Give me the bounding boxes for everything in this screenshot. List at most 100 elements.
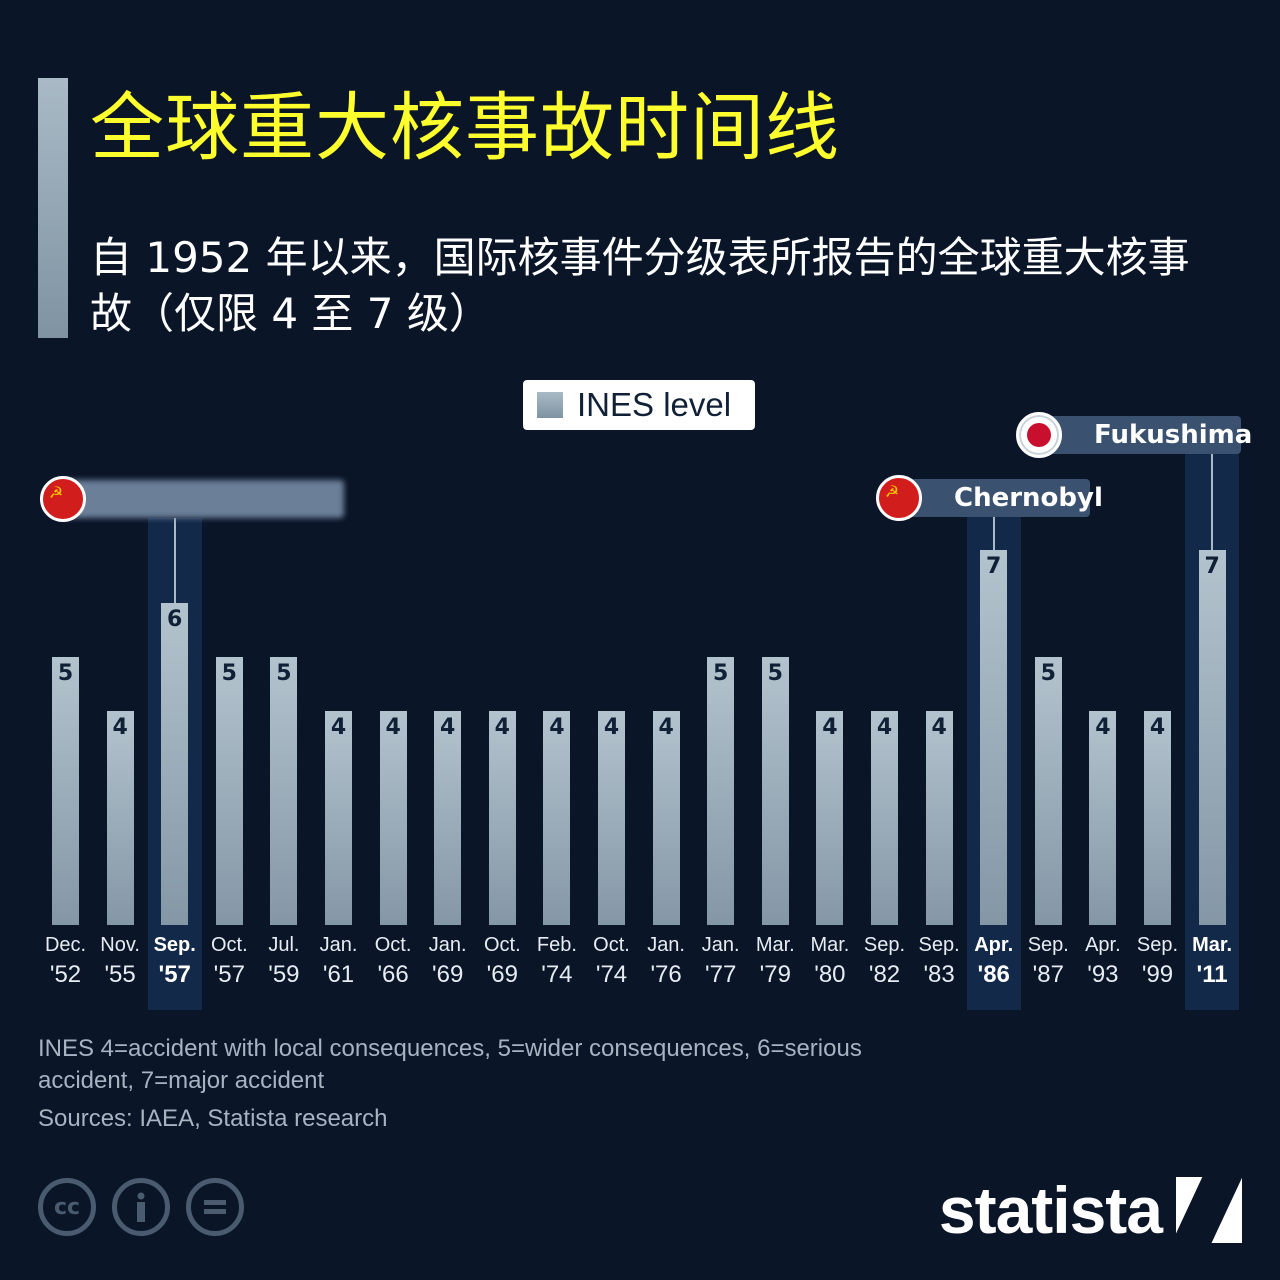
bar-value-label: 4 xyxy=(330,714,347,740)
bar-value-label: 4 xyxy=(658,714,674,740)
x-axis-label: Jul. '59 xyxy=(254,930,314,990)
x-label-month: Apr. xyxy=(1085,934,1121,956)
x-axis-label: Jan. '61 xyxy=(309,930,369,990)
bar[interactable] xyxy=(598,710,625,925)
bar[interactable] xyxy=(434,710,462,925)
x-label-year: '87 xyxy=(1032,961,1064,988)
ussr-flag-icon: ☭ xyxy=(876,475,922,521)
bar-value-label: 4 xyxy=(440,714,456,740)
bar-value-label: 5 xyxy=(276,661,292,686)
x-axis-label: Mar. '11 xyxy=(1182,930,1242,990)
bar[interactable] xyxy=(1089,710,1117,925)
x-axis-label: Mar. '79 xyxy=(745,930,805,990)
callout-connector xyxy=(1211,454,1214,550)
bar-chart: 5 Dec. '52 4 Nov. '55 6 Sep. '57 ☭ 5 Oct. '57 5 Jul. '5… xyxy=(40,412,1252,1010)
x-label-month: Mar. xyxy=(755,934,795,956)
x-label-year: '99 xyxy=(1141,961,1174,988)
x-axis-label: Feb. '74 xyxy=(527,930,587,990)
no-derivatives-icon[interactable] xyxy=(186,1178,244,1236)
x-axis-label: Jan. '76 xyxy=(636,930,696,990)
bar[interactable] xyxy=(161,603,189,925)
x-label-year: '82 xyxy=(868,961,901,988)
x-label-month: Sep. xyxy=(918,934,960,956)
x-label-year: '52 xyxy=(49,961,82,988)
brand-mark-icon xyxy=(1176,1177,1242,1243)
x-axis-label: Sep. '83 xyxy=(909,930,969,990)
x-label-year: '93 xyxy=(1087,961,1119,988)
x-label-year: '83 xyxy=(923,961,955,988)
x-axis-label: Oct. '57 xyxy=(199,930,259,990)
bar[interactable] xyxy=(761,657,789,925)
bar-value-label: 4 xyxy=(603,714,620,740)
x-label-year: '74 xyxy=(541,961,573,988)
x-label-month: Mar. xyxy=(810,934,850,956)
x-axis-label: Sep. '99 xyxy=(1128,930,1188,990)
x-axis-label: Nov. '55 xyxy=(90,930,150,990)
x-axis-label: Sep. '82 xyxy=(855,930,915,990)
page-subtitle: 自 1952 年以来，国际核事件分级表所报告的全球重大核事故（仅限 4 至 7 … xyxy=(90,233,1190,338)
japan-flag-icon xyxy=(1016,412,1062,458)
bar[interactable] xyxy=(106,710,134,925)
x-label-year: '80 xyxy=(814,961,846,988)
bar[interactable] xyxy=(215,657,243,925)
footnote: INES 4=accident with local consequences,… xyxy=(38,1035,862,1094)
bar[interactable] xyxy=(980,549,1008,925)
x-label-month: Oct. xyxy=(593,934,630,956)
x-label-month: Sep. xyxy=(1027,934,1069,956)
x-label-year: '11 xyxy=(1196,961,1228,988)
bar[interactable] xyxy=(543,710,571,925)
callout-label: Fukushima xyxy=(1094,420,1253,450)
bar[interactable] xyxy=(1144,710,1171,925)
x-label-month: Jan. xyxy=(701,934,740,956)
x-label-month: Oct. xyxy=(210,934,248,956)
x-label-year: '79 xyxy=(759,961,791,988)
x-label-year: '57 xyxy=(158,961,191,988)
bar-value-label: 4 xyxy=(822,714,838,740)
bar-value-label: 5 xyxy=(767,661,783,686)
bar[interactable] xyxy=(871,710,898,925)
bar-value-label: 5 xyxy=(713,661,729,686)
bar-value-label: 4 xyxy=(931,714,947,740)
bar[interactable] xyxy=(707,657,735,925)
callout-redacted xyxy=(62,480,344,518)
bar[interactable] xyxy=(816,710,844,925)
bar[interactable] xyxy=(1198,549,1226,925)
bar[interactable] xyxy=(652,710,680,925)
bar-value-label: 4 xyxy=(1149,714,1166,740)
cc-icon[interactable]: cc xyxy=(38,1178,96,1236)
callout-connector xyxy=(992,517,995,550)
legend-swatch xyxy=(537,392,563,418)
x-label-month: Sep. xyxy=(1136,934,1179,956)
bar-value-label: 5 xyxy=(1040,661,1056,686)
title-accent-bar xyxy=(38,78,68,338)
x-label-year: '59 xyxy=(268,961,300,988)
bar[interactable] xyxy=(1034,657,1062,925)
callout-fukushima: Fukushima xyxy=(1038,416,1252,454)
bar[interactable] xyxy=(379,710,407,925)
bar[interactable] xyxy=(925,710,953,925)
x-label-year: '55 xyxy=(104,961,136,988)
chart-legend: INES level xyxy=(523,380,755,430)
bar[interactable] xyxy=(488,710,516,925)
x-label-year: '66 xyxy=(377,961,409,988)
bar-value-label: 4 xyxy=(549,714,565,740)
callout-connector xyxy=(173,518,176,604)
x-label-year: '69 xyxy=(486,961,518,988)
bar[interactable] xyxy=(325,710,352,925)
x-label-month: Dec. xyxy=(44,934,87,956)
license-icons: cc xyxy=(38,1178,244,1236)
x-label-month: Sep. xyxy=(863,934,906,956)
x-label-year: '76 xyxy=(650,961,682,988)
x-axis-label: Apr. '86 xyxy=(964,930,1024,990)
bar-value-label: 7 xyxy=(986,553,1002,579)
attribution-icon[interactable] xyxy=(112,1178,170,1236)
x-label-month: Jan. xyxy=(428,934,467,956)
bar-value-label: 7 xyxy=(1204,553,1220,579)
bar[interactable] xyxy=(270,657,298,925)
bar-value-label: 5 xyxy=(57,661,74,686)
statista-logo[interactable]: statista xyxy=(939,1172,1242,1248)
bar[interactable] xyxy=(52,657,79,925)
x-label-year: '77 xyxy=(705,961,737,988)
x-axis-label: Oct. '74 xyxy=(582,930,642,990)
page-title: 全球重大核事故时间线 xyxy=(90,85,840,171)
